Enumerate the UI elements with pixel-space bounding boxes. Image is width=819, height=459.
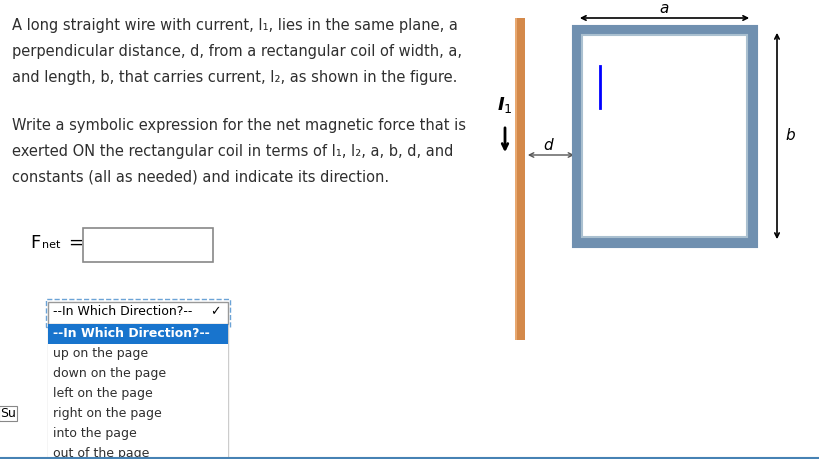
Text: F: F — [30, 234, 40, 252]
Bar — [46, 299, 229, 327]
Bar — [577, 30, 751, 242]
Text: right on the page: right on the page — [53, 407, 161, 420]
Text: constants (all as needed) and indicate its direction.: constants (all as needed) and indicate i… — [12, 170, 389, 185]
Bar — [48, 324, 228, 344]
Text: ✓: ✓ — [210, 305, 220, 318]
Text: up on the page: up on the page — [53, 347, 148, 360]
Bar — [514, 18, 524, 340]
Bar — [48, 384, 228, 404]
Text: --In Which Direction?--: --In Which Direction?-- — [53, 327, 210, 340]
Text: perpendicular distance, d, from a rectangular coil of width, a,: perpendicular distance, d, from a rectan… — [12, 44, 461, 59]
Text: A long straight wire with current, I₁, lies in the same plane, a: A long straight wire with current, I₁, l… — [12, 18, 457, 33]
Text: a: a — [659, 1, 668, 16]
Bar — [48, 302, 228, 324]
Text: and length, b, that carries current, I₂, as shown in the figure.: and length, b, that carries current, I₂,… — [12, 70, 457, 85]
Text: down on the page: down on the page — [53, 367, 166, 380]
Bar — [48, 424, 228, 444]
Text: =: = — [68, 234, 83, 252]
Text: I$_1$: I$_1$ — [496, 95, 512, 115]
Bar — [48, 364, 228, 384]
Text: net: net — [42, 240, 61, 250]
Text: Su: Su — [0, 407, 16, 420]
Bar — [48, 404, 228, 424]
Text: --In Which Direction?--: --In Which Direction?-- — [53, 305, 192, 318]
Text: into the page: into the page — [53, 427, 137, 440]
Text: d: d — [543, 138, 553, 153]
Bar — [48, 324, 228, 459]
Bar — [48, 344, 228, 364]
Text: exerted ON the rectangular coil in terms of I₁, I₂, a, b, d, and: exerted ON the rectangular coil in terms… — [12, 144, 453, 159]
Text: Write a symbolic expression for the net magnetic force that is: Write a symbolic expression for the net … — [12, 118, 465, 133]
Bar — [83, 228, 213, 262]
Text: left on the page: left on the page — [53, 387, 152, 400]
Bar — [581, 35, 746, 237]
Bar — [48, 444, 228, 459]
Text: out of the page: out of the page — [53, 447, 149, 459]
Bar — [514, 18, 516, 340]
Text: I$_2$: I$_2$ — [609, 96, 625, 116]
Text: b: b — [784, 129, 794, 144]
